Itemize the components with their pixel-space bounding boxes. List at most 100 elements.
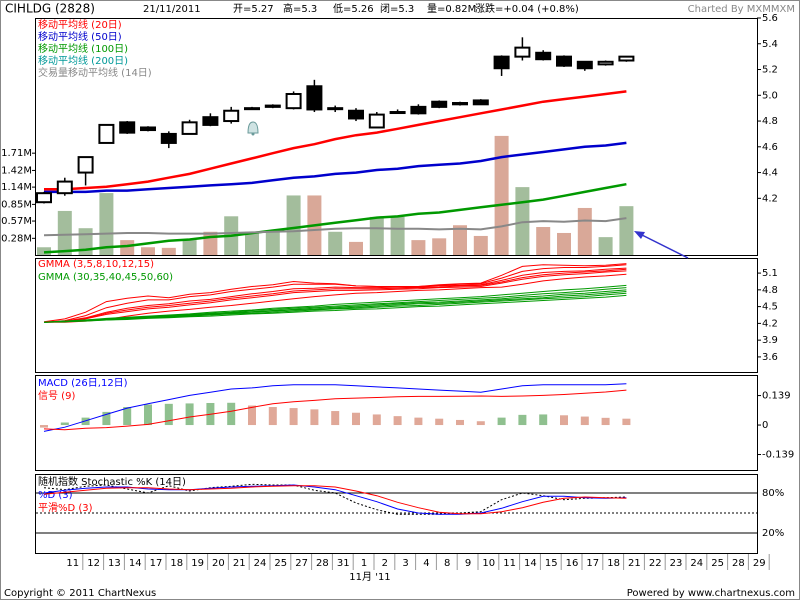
x-tick-label: 4 — [423, 558, 429, 569]
legend-entry: 移动平均线 (50日) — [38, 30, 122, 43]
y-tick-label: 5.4 — [762, 39, 778, 50]
y-tick-label: 80% — [762, 488, 784, 499]
volume-bar — [328, 231, 343, 255]
candle-body — [493, 55, 510, 70]
copyright: Copyright © 2011 ChartNexus — [4, 588, 156, 599]
series-line — [43, 263, 627, 323]
candle-body — [576, 60, 593, 70]
x-tick-label: 28 — [316, 558, 329, 569]
quote-field: 闭=5.3 — [380, 2, 414, 15]
series-line — [43, 289, 627, 323]
x-tick-label: 23 — [670, 558, 683, 569]
candle-body — [160, 132, 177, 144]
volume-bar — [245, 231, 259, 255]
volume-bar — [515, 187, 530, 255]
histogram-bar — [539, 414, 548, 426]
volume-bar — [265, 231, 280, 255]
x-tick-label: 8 — [444, 558, 450, 569]
volume-bar — [369, 216, 384, 255]
candle-body — [285, 92, 302, 110]
x-tick-label: 11 — [503, 558, 516, 569]
stochastic-panel — [35, 474, 758, 554]
histogram-bar — [393, 416, 402, 426]
quote-date: 21/11/2011 — [143, 4, 201, 15]
x-tick-label: 29 — [753, 558, 766, 569]
candle-body — [535, 51, 552, 61]
series-line — [43, 483, 627, 515]
candle-body — [306, 85, 323, 111]
y-tick-label: 4.4 — [762, 168, 778, 179]
quote-field: 开=5.27 — [233, 4, 274, 15]
series-line — [43, 182, 627, 254]
y-tick-label: 1.14M — [1, 182, 32, 193]
x-tick-label: 12 — [87, 558, 100, 569]
candle-body — [327, 107, 344, 111]
volume-bar — [577, 207, 592, 255]
macd-panel — [35, 375, 758, 471]
histogram-bar — [476, 421, 485, 426]
candle-body — [264, 104, 281, 108]
y-tick-label: 1.42M — [1, 165, 32, 176]
x-tick-label: 25 — [711, 558, 724, 569]
candle-body — [452, 102, 468, 106]
y-tick-label: 3.9 — [762, 335, 778, 346]
y-tick-label: 4.5 — [762, 302, 778, 313]
histogram-bar — [580, 416, 589, 426]
volume-bar — [161, 247, 176, 255]
chart-title: CIHLDG (2828) — [5, 2, 95, 16]
x-tick-label: 20 — [212, 558, 225, 569]
y-tick-label: 0.85M — [1, 199, 32, 210]
y-tick-label: 20% — [762, 528, 784, 539]
candle-body — [431, 100, 448, 108]
volume-bar — [411, 240, 426, 255]
candle-body — [77, 156, 94, 174]
x-tick-label: 27 — [295, 558, 308, 569]
y-tick-label: 0 — [762, 420, 768, 431]
x-tick-label: 11 — [66, 558, 79, 569]
volume-bar — [390, 216, 405, 255]
volume-bar — [286, 195, 301, 255]
histogram-bar — [560, 415, 568, 426]
volume-bar — [37, 247, 51, 255]
series-line — [43, 484, 627, 515]
x-tick-label: 14 — [524, 558, 537, 569]
x-tick-label: 9 — [465, 558, 471, 569]
histogram-bar — [435, 418, 444, 426]
y-tick-label: 5.0 — [762, 90, 778, 101]
x-tick-label: 21 — [233, 558, 246, 569]
quote-field: 量=0.82M — [427, 3, 476, 15]
histogram-bar — [268, 407, 277, 426]
credit: Charted By MXMMXM — [688, 4, 795, 15]
histogram-bar — [102, 411, 111, 426]
x-tick-label: 15 — [545, 558, 558, 569]
x-tick-label: 31 — [337, 558, 350, 569]
legend-entry: MACD (26日,12日) — [38, 378, 128, 389]
histogram-bar — [372, 414, 381, 426]
series-line — [43, 267, 627, 323]
histogram-bar — [414, 417, 423, 426]
series-line — [43, 284, 627, 323]
x-tick-label: 19 — [191, 558, 204, 569]
price-panel — [35, 18, 758, 256]
volume-bar — [494, 135, 509, 255]
candle-body — [202, 116, 219, 126]
volume-bar — [99, 193, 114, 255]
y-tick-label: 4.6 — [762, 142, 778, 153]
candle-body — [410, 105, 427, 115]
x-tick-label: 25 — [274, 558, 287, 569]
legend-entry: GMMA (3,5,8,10,12,15) — [38, 259, 154, 270]
legend-entry: 移动平均线 (200日) — [38, 54, 128, 67]
y-tick-label: 4.2 — [762, 318, 778, 329]
legend-entry: 平滑%D (3) — [38, 502, 93, 514]
y-tick-label: 4.8 — [762, 116, 778, 127]
x-tick-label: 17 — [150, 558, 163, 569]
y-tick-label: 3.6 — [762, 352, 778, 363]
candle-body — [223, 109, 240, 123]
candle-body — [181, 121, 198, 135]
series-line — [43, 485, 627, 515]
histogram-bar — [123, 407, 132, 426]
histogram-bar — [601, 417, 610, 426]
histogram-bar — [352, 412, 360, 426]
